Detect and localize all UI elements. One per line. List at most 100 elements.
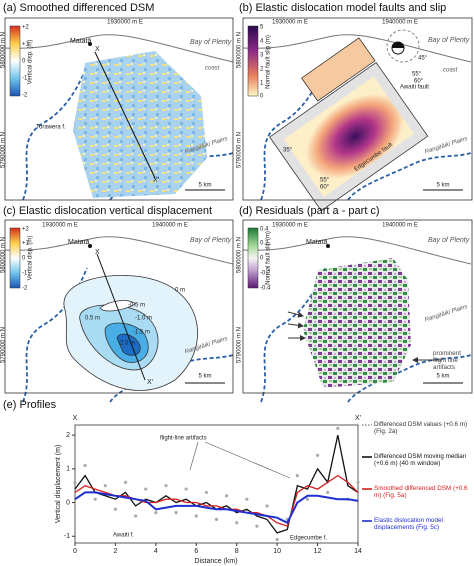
easting: 1940000 m E — [152, 223, 188, 229]
colorbar-tick: 4 — [260, 39, 264, 45]
colorbar-tick: +1 — [22, 241, 30, 247]
y-tick-label: 2 — [66, 432, 70, 439]
data-point — [204, 490, 208, 495]
data-point — [295, 473, 299, 478]
data-point — [174, 511, 178, 515]
data-point — [113, 507, 118, 511]
colorbar-tick: -0.4 — [260, 286, 271, 292]
northing: 5790000 m N — [237, 327, 243, 363]
colorbar — [247, 25, 259, 97]
data-point — [265, 504, 269, 508]
dip-label: 45° — [418, 56, 428, 62]
arrow — [287, 322, 304, 329]
sea-label: Bay of Plenty — [428, 37, 470, 44]
x-tick-label: 4 — [154, 548, 158, 555]
x-tick-label: 10 — [273, 548, 281, 555]
map-c — [4, 219, 234, 403]
easting: 1930000 m E — [107, 20, 143, 26]
data-point — [235, 521, 239, 525]
colorbar-tick: -1 — [22, 271, 28, 277]
annotation-line — [204, 441, 291, 479]
colorbar — [247, 227, 259, 289]
x-tick-label: 14 — [354, 548, 362, 555]
coast-label: coast — [443, 68, 458, 74]
easting: 1930000 m E — [272, 223, 308, 229]
northing: 5800000 m N — [1, 32, 7, 68]
annotation: Awaiti f. — [113, 533, 134, 539]
colorbar-tick: 0.4 — [260, 227, 269, 233]
colorbar — [9, 25, 21, 97]
data-point — [134, 514, 138, 518]
dip-label: 35° — [283, 148, 293, 154]
legend-label: Smoothed differenced DSM (+0.6 m) (Fig. … — [374, 485, 468, 500]
northing: 5800000 m N — [237, 237, 243, 273]
data-point — [194, 514, 198, 518]
data-point — [123, 480, 128, 484]
residual-raster — [303, 258, 411, 388]
town-marker — [88, 42, 92, 46]
colorbar-tick: 0 — [22, 256, 26, 262]
scale-label: 5 km — [436, 374, 449, 380]
data-point — [93, 497, 97, 501]
colorbar-tick: -0.2 — [260, 271, 271, 277]
annotation-line — [189, 441, 199, 471]
easting: 1930000 m E — [42, 223, 78, 229]
contour — [99, 300, 136, 312]
contour — [116, 333, 141, 356]
colorbar-tick: -1 — [22, 76, 28, 82]
series-line — [74, 491, 359, 525]
northing: 5790000 m N — [1, 132, 7, 168]
colorbar — [9, 227, 21, 289]
fault-outline — [269, 61, 429, 212]
awaiti-plane — [301, 37, 376, 102]
colorbar-tick: -2 — [22, 286, 28, 292]
annotation: prominent flight line artifacts — [433, 350, 461, 371]
profile-end: X — [95, 46, 100, 53]
map-b — [242, 17, 473, 212]
panel-title: (a) Smoothed differenced DSM — [3, 2, 154, 14]
colorbar-tick: 0.2 — [260, 241, 269, 247]
colorbar-label: Normal fault slip (m) — [266, 35, 272, 89]
colorbar-tick: 1 — [260, 81, 264, 87]
place-label: Matatā — [68, 239, 90, 246]
annotation: flight-line artifacts — [160, 436, 207, 442]
legend-entry: Differenced DSM values (+0.6 m) (Fig. 2a… — [374, 421, 467, 435]
data-point — [336, 426, 340, 430]
colorbar-tick: +1 — [22, 42, 30, 48]
northing: 5800000 m N — [1, 237, 7, 273]
data-point — [184, 487, 188, 491]
profile-end: X' — [147, 379, 153, 386]
x-tick-label: 6 — [194, 548, 198, 555]
profile-end: X — [95, 249, 100, 256]
dip-label: 60° — [414, 79, 424, 85]
legend: Differenced DSM values (+0.6 m) (Fig. 2a… — [362, 421, 468, 532]
focal-outline — [386, 29, 420, 63]
map-a — [4, 17, 234, 201]
dip-label: 55° — [412, 72, 422, 78]
data-point — [164, 484, 168, 488]
colorbar-label: Normal fault slip (m) — [266, 231, 272, 285]
data-point — [73, 480, 77, 484]
profile-start: X — [73, 415, 78, 422]
focal-mechanism-fill — [392, 42, 404, 48]
profile-line — [94, 51, 156, 179]
fault-label: Awaiti fault — [400, 85, 429, 91]
data-point — [245, 497, 249, 501]
place-label: Matatā — [70, 38, 92, 45]
scale-label: 5 km — [436, 183, 449, 189]
x-tick-label: 0 — [73, 548, 77, 555]
data-point — [315, 453, 320, 457]
easting: 1940000 m E — [382, 20, 418, 26]
town-marker — [88, 244, 92, 248]
colorbar-tick: 0 — [22, 59, 26, 65]
colorbar-label: Vertical disp. (m) — [28, 40, 34, 85]
map-frame — [4, 17, 234, 201]
colorbar-tick: 2 — [260, 67, 264, 73]
sea-label: Bay of Plenty — [190, 237, 232, 244]
legend-entry: Elastic dislocation model displacements … — [374, 517, 443, 532]
x-tick-label: 2 — [113, 548, 117, 555]
legend-label: Elastic dislocation model displacements … — [374, 517, 443, 532]
contour-label: 0.5 m — [85, 316, 100, 322]
dip-label: 60° — [320, 185, 330, 191]
